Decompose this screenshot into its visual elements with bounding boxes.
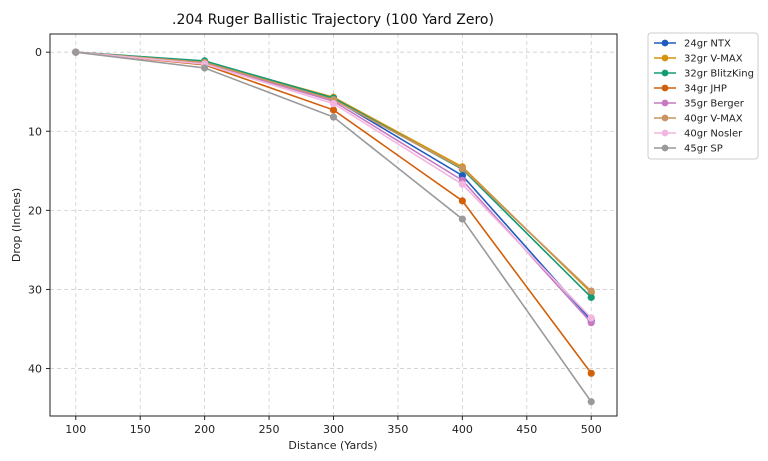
legend-swatch-marker <box>661 84 669 92</box>
x-tick-label: 200 <box>194 423 215 436</box>
x-tick-label: 500 <box>581 423 602 436</box>
legend-swatch-marker <box>661 129 669 137</box>
legend-entry: 34gr JHP <box>654 84 727 95</box>
legend-label: 34gr JHP <box>684 84 727 95</box>
data-point <box>587 314 595 322</box>
data-point <box>587 293 595 301</box>
legend-entry: 45gr SP <box>654 144 723 155</box>
chart-title: .204 Ruger Ballistic Trajectory (100 Yar… <box>172 12 494 28</box>
x-axis: 100 150 200 250 300 350 400 450 500 <box>65 416 602 436</box>
legend-swatch-marker <box>661 54 669 62</box>
data-point <box>458 164 466 173</box>
data-point <box>329 106 338 114</box>
data-point <box>458 215 466 223</box>
series-line <box>75 51 592 292</box>
legend-swatch-marker <box>661 144 669 152</box>
y-axis: 0 10 20 30 40 <box>28 46 50 376</box>
legend-entry: 35gr Berger <box>654 99 745 110</box>
legend-swatch-marker <box>661 69 669 77</box>
legend-entry: 32gr BlitzKing <box>654 69 754 80</box>
legend: 24gr NTX 32gr V-MAX 32gr BlitzKing 34gr JHP… <box>647 32 759 160</box>
series-line <box>75 51 592 294</box>
data-point <box>201 64 209 72</box>
x-tick-label: 150 <box>130 423 151 436</box>
x-tick-label: 450 <box>516 423 537 436</box>
y-tick-label: 20 <box>28 204 42 217</box>
legend-label: 35gr Berger <box>684 99 745 110</box>
legend-swatch-marker <box>661 114 669 122</box>
data-point <box>458 197 466 205</box>
grid <box>50 34 617 416</box>
data-point <box>587 287 595 295</box>
data-point <box>587 398 595 406</box>
legend-label: 32gr BlitzKing <box>684 69 754 80</box>
legend-label: 45gr SP <box>684 144 723 155</box>
legend-entry: 24gr NTX <box>654 39 731 50</box>
series-45gr-sp <box>72 48 595 406</box>
legend-swatch-marker <box>661 39 669 47</box>
x-tick-label: 100 <box>65 423 86 436</box>
data-point <box>329 113 338 121</box>
legend-label: 24gr NTX <box>684 39 731 50</box>
y-tick-label: 0 <box>35 46 42 59</box>
y-axis-label: Drop (Inches) <box>10 188 23 262</box>
legend-box <box>647 32 759 160</box>
legend-swatch-marker <box>661 99 669 107</box>
legend-label: 40gr Nosler <box>684 129 743 140</box>
x-tick-label: 400 <box>452 423 473 436</box>
data-point <box>329 99 338 108</box>
data-point <box>587 369 595 377</box>
legend-label: 40gr V-MAX <box>684 114 743 125</box>
legend-entry: 40gr V-MAX <box>654 114 743 125</box>
x-tick-label: 350 <box>387 423 408 436</box>
x-tick-label: 300 <box>323 423 344 436</box>
y-tick-label: 40 <box>28 363 42 376</box>
series-40gr-v-max <box>72 48 595 295</box>
x-axis-label: Distance (Yards) <box>288 439 377 452</box>
legend-entry: 32gr V-MAX <box>654 54 743 65</box>
y-tick-label: 30 <box>28 283 42 296</box>
data-point <box>458 180 466 188</box>
y-tick-label: 10 <box>28 125 42 138</box>
x-tick-label: 250 <box>259 423 280 436</box>
series-layer <box>72 48 595 406</box>
legend-entry: 40gr Nosler <box>654 129 743 140</box>
data-point <box>72 48 80 56</box>
legend-label: 32gr V-MAX <box>684 54 743 65</box>
